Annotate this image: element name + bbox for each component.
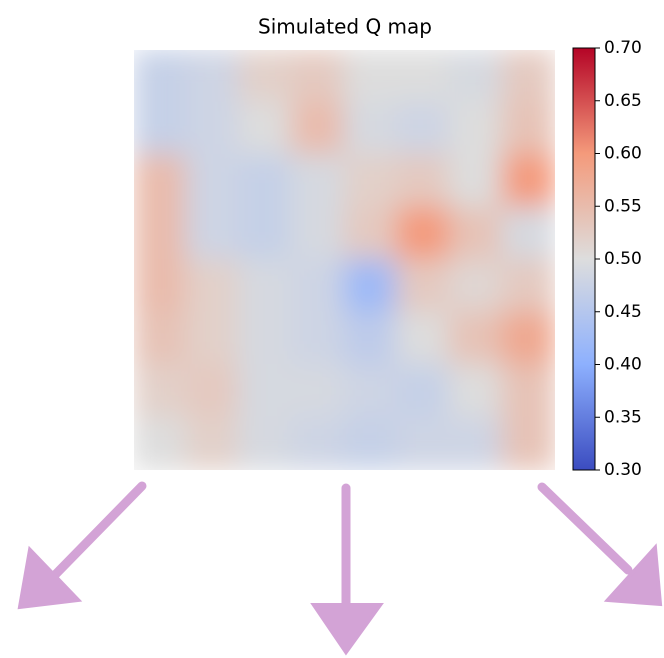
heat-cell (396, 207, 451, 262)
heat-cell (344, 259, 399, 314)
heat-cell (186, 417, 241, 472)
heat-cell (186, 364, 241, 419)
heat-cell (186, 259, 241, 314)
heat-cell (501, 259, 556, 314)
colorbar-tick-label: 0.70 (604, 38, 642, 58)
heat-cell (501, 49, 556, 104)
heat-cell (186, 102, 241, 157)
arrow-head (314, 605, 380, 652)
colorbar-tick-label: 0.60 (604, 144, 642, 164)
arrow (52, 486, 142, 578)
colorbar-tick-label: 0.30 (604, 460, 642, 480)
heat-cell (449, 102, 504, 157)
map (133, 49, 556, 471)
heat-cell (501, 364, 556, 419)
heat-cell (344, 154, 399, 209)
heat-cell (344, 417, 399, 472)
heat-cell (449, 154, 504, 209)
heat-cell (291, 102, 346, 157)
heat-cell (291, 417, 346, 472)
heat-cell (238, 259, 293, 314)
heat-cell (133, 364, 188, 419)
colorbar-tick-label: 0.55 (604, 196, 642, 216)
heat-cell (186, 154, 241, 209)
heat-cell (449, 49, 504, 104)
heat-cell (396, 259, 451, 314)
heat-cell (344, 102, 399, 157)
heat-cell (396, 102, 451, 157)
heat-cell (133, 49, 188, 104)
heat-cell (238, 154, 293, 209)
heat-cell (449, 417, 504, 472)
heat-cell (238, 207, 293, 262)
chart-title: Simulated Q map (258, 15, 432, 39)
heat-cell (291, 312, 346, 367)
colorbar (573, 48, 595, 470)
heat-cell (133, 259, 188, 314)
heat-cell (501, 417, 556, 472)
heat-cell (291, 259, 346, 314)
arrows (20, 486, 660, 652)
heat-cell (501, 312, 556, 367)
heat-cell (133, 207, 188, 262)
heat-cell (344, 207, 399, 262)
heat-cell (449, 207, 504, 262)
heat-cell (186, 207, 241, 262)
heat-cell (449, 364, 504, 419)
heat-cell (291, 49, 346, 104)
colorbar-tick-label: 0.40 (604, 355, 642, 375)
heat-cell (396, 312, 451, 367)
heat-cell (501, 154, 556, 209)
heat-cell (344, 364, 399, 419)
heat-cell (501, 207, 556, 262)
heat-cell (396, 364, 451, 419)
heat-cell (133, 154, 188, 209)
arrow (542, 487, 628, 570)
heat-cell (238, 417, 293, 472)
heat-cell (186, 49, 241, 104)
map-cells (133, 49, 556, 471)
heat-cell (291, 364, 346, 419)
heat-cell (238, 364, 293, 419)
heat-cell (344, 312, 399, 367)
colorbar-tick-label: 0.50 (604, 249, 642, 269)
heat-cell (501, 102, 556, 157)
heat-cell (133, 102, 188, 157)
heat-cell (238, 49, 293, 104)
heat-cell (291, 207, 346, 262)
chart: Simulated Q map 0.30 0.35 0.40 0.45 0.50 0.55… (0, 0, 664, 658)
heat-cell (238, 312, 293, 367)
heat-cell (396, 154, 451, 209)
heat-cell (186, 312, 241, 367)
colorbar-tick-label: 0.35 (604, 407, 642, 427)
heat-cell (449, 312, 504, 367)
heat-cell (344, 49, 399, 104)
heat-cell (133, 417, 188, 472)
heat-cell (396, 417, 451, 472)
heat-cell (133, 312, 188, 367)
heat-cell (238, 102, 293, 157)
colorbar-tick-label: 0.45 (604, 302, 642, 322)
heat-cell (449, 259, 504, 314)
heat-cell (291, 154, 346, 209)
colorbar-tick-label: 0.65 (604, 91, 642, 111)
heat-cell (396, 49, 451, 104)
